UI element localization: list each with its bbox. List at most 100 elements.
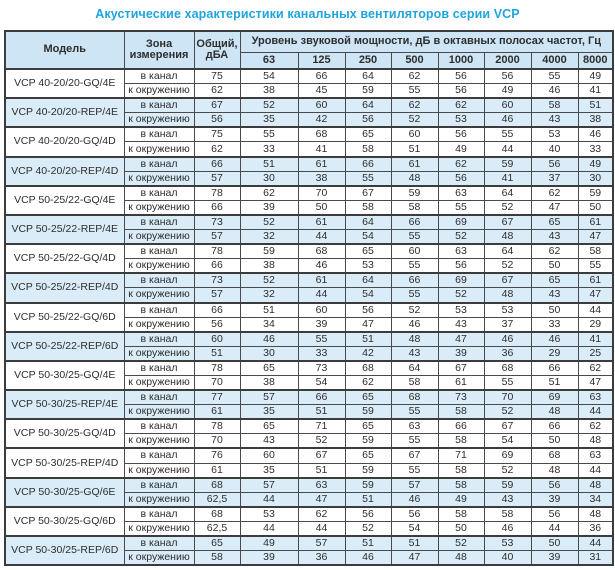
model-cell: VCP 50-25/22-GQ/4E	[4, 184, 125, 216]
level-cell-1000hz: 48	[437, 550, 485, 566]
level-cell-250hz: 54	[344, 229, 392, 245]
level-cell-1000hz: 58	[437, 404, 485, 420]
total-dba-cell: 62	[193, 141, 241, 158]
level-cell-4000hz: 43	[530, 229, 579, 245]
level-cell-500hz: 55	[390, 258, 439, 274]
level-cell-2000hz: 64	[483, 243, 532, 260]
total-dba-cell: 66	[193, 301, 241, 318]
level-cell-4000hz: 46	[530, 330, 579, 347]
level-cell-250hz: 53	[344, 258, 392, 274]
level-cell-63hz: 30	[239, 345, 299, 362]
level-cell-125hz: 62	[297, 505, 346, 522]
level-cell-4000hz: 46	[530, 83, 579, 99]
measurement-zone-cell: в канал	[123, 535, 195, 552]
level-cell-125hz: 38	[297, 170, 346, 187]
level-cell-63hz: 54	[239, 68, 299, 85]
level-cell-250hz: 59	[344, 83, 392, 99]
level-cell-4000hz: 40	[530, 141, 579, 158]
level-cell-500hz: 47	[390, 550, 439, 566]
level-cell-125hz: 57	[297, 535, 346, 552]
level-cell-2000hz: 53	[483, 535, 532, 552]
table-row: к окружению 56 35 42 56 52 53 46 43 38	[5, 112, 614, 128]
table-row: к окружению 62 38 45 59 55 56 49 46 41	[5, 83, 614, 99]
level-cell-1000hz: 63	[437, 184, 485, 201]
table-header: Модель Зона измерения Общий, дБА Уровень…	[4, 30, 614, 70]
level-cell-125hz: 73	[297, 359, 346, 376]
level-cell-8000hz: 31	[577, 550, 614, 566]
level-cell-4000hz: 48	[530, 462, 579, 479]
level-cell-500hz: 55	[390, 229, 439, 245]
model-cell: VCP 50-30/25-REP/4E	[4, 389, 125, 420]
table-row: VCP 50-30/25-GQ/4D в канал 78 65 71 65 63 66 67 6…	[4, 418, 614, 449]
level-cell-8000hz: 47	[577, 229, 614, 245]
model-cell: VCP 40-20/20-GQ/4D	[4, 126, 125, 158]
measurement-zone-cell: к окружению	[123, 491, 195, 508]
level-cell-8000hz: 44	[577, 462, 614, 479]
level-cell-8000hz: 49	[577, 68, 614, 85]
level-cell-250hz: 64	[344, 272, 392, 289]
level-cell-63hz: 32	[239, 229, 299, 245]
level-cell-8000hz: 33	[577, 141, 614, 158]
level-cell-4000hz: 44	[530, 520, 579, 537]
total-dba-cell: 61	[193, 462, 241, 479]
level-cell-250hz: 47	[344, 316, 392, 333]
level-cell-63hz: 34	[239, 316, 299, 333]
level-cell-500hz: 58	[390, 199, 439, 216]
column-header-freq-1000hz: 1000	[437, 51, 485, 70]
measurement-zone-cell: в канал	[123, 301, 195, 318]
total-dba-cell: 57	[193, 170, 241, 187]
measurement-zone-cell: к окружению	[123, 229, 195, 245]
table-row: VCP 50-30/25-GQ/6E в канал 68 57 63 59 57 58 59 5…	[4, 476, 614, 508]
level-cell-250hz: 65	[344, 447, 392, 464]
level-cell-8000hz: 48	[577, 505, 614, 522]
level-cell-8000hz: 38	[577, 112, 614, 128]
level-cell-500hz: 67	[390, 447, 439, 464]
level-cell-1000hz: 62	[437, 155, 485, 172]
level-cell-4000hz: 62	[530, 243, 579, 260]
level-cell-2000hz: 55	[483, 374, 532, 391]
column-header-total-dba: Общий, дБА	[193, 30, 241, 70]
level-cell-4000hz: 69	[530, 389, 579, 406]
level-cell-63hz: 43	[239, 433, 299, 449]
level-cell-500hz: 62	[390, 68, 439, 85]
level-cell-125hz: 50	[297, 199, 346, 216]
level-cell-125hz: 47	[297, 491, 346, 508]
table-row: к окружению 57 32 44 54 55 52 48 43 47	[5, 229, 614, 245]
table-row: VCP 50-25/22-REP/4D в канал 73 52 61 64 66 69 67…	[4, 272, 614, 304]
column-header-freq-500hz: 500	[390, 51, 439, 70]
total-dba-cell: 78	[193, 359, 241, 376]
level-cell-250hz: 51	[344, 535, 392, 552]
level-cell-125hz: 33	[297, 345, 346, 362]
level-cell-500hz: 55	[390, 433, 439, 449]
level-cell-250hz: 65	[344, 418, 392, 435]
table-row: VCP 50-30/25-REP/4D в канал 76 60 67 65 67 71 69…	[4, 447, 614, 479]
total-dba-cell: 62	[193, 83, 241, 99]
measurement-zone-cell: к окружению	[123, 462, 195, 479]
level-cell-250hz: 46	[344, 550, 392, 566]
level-cell-125hz: 52	[297, 433, 346, 449]
level-cell-250hz: 59	[344, 462, 392, 479]
level-cell-500hz: 51	[390, 535, 439, 552]
level-cell-8000hz: 44	[577, 535, 614, 552]
level-cell-250hz: 58	[344, 141, 392, 158]
level-cell-63hz: 39	[239, 550, 299, 566]
table-row: к окружению 56 34 39 47 46 43 37 33 29	[5, 316, 614, 333]
level-cell-125hz: 61	[297, 213, 346, 231]
model-cell: VCP 40-20/20-GQ/4E	[4, 67, 125, 99]
level-cell-63hz: 46	[239, 330, 299, 347]
total-dba-cell: 57	[193, 287, 241, 303]
measurement-zone-cell: в канал	[123, 68, 195, 85]
table-row: VCP 40-20/20-GQ/4D в канал 75 55 68 65 60 56 55 5…	[4, 126, 614, 158]
level-cell-63hz: 55	[239, 126, 299, 143]
column-header-freq-2000hz: 2000	[483, 51, 532, 70]
level-cell-1000hz: 49	[437, 141, 485, 158]
measurement-zone-cell: к окружению	[123, 141, 195, 158]
level-cell-250hz: 66	[344, 155, 392, 172]
level-cell-500hz: 48	[390, 330, 439, 347]
level-cell-500hz: 56	[390, 505, 439, 522]
level-cell-2000hz: 48	[483, 229, 532, 245]
column-header-freq-125hz: 125	[297, 51, 346, 70]
measurement-zone-cell: в канал	[123, 126, 195, 143]
level-cell-2000hz: 48	[483, 287, 532, 303]
level-cell-8000hz: 44	[577, 301, 614, 318]
